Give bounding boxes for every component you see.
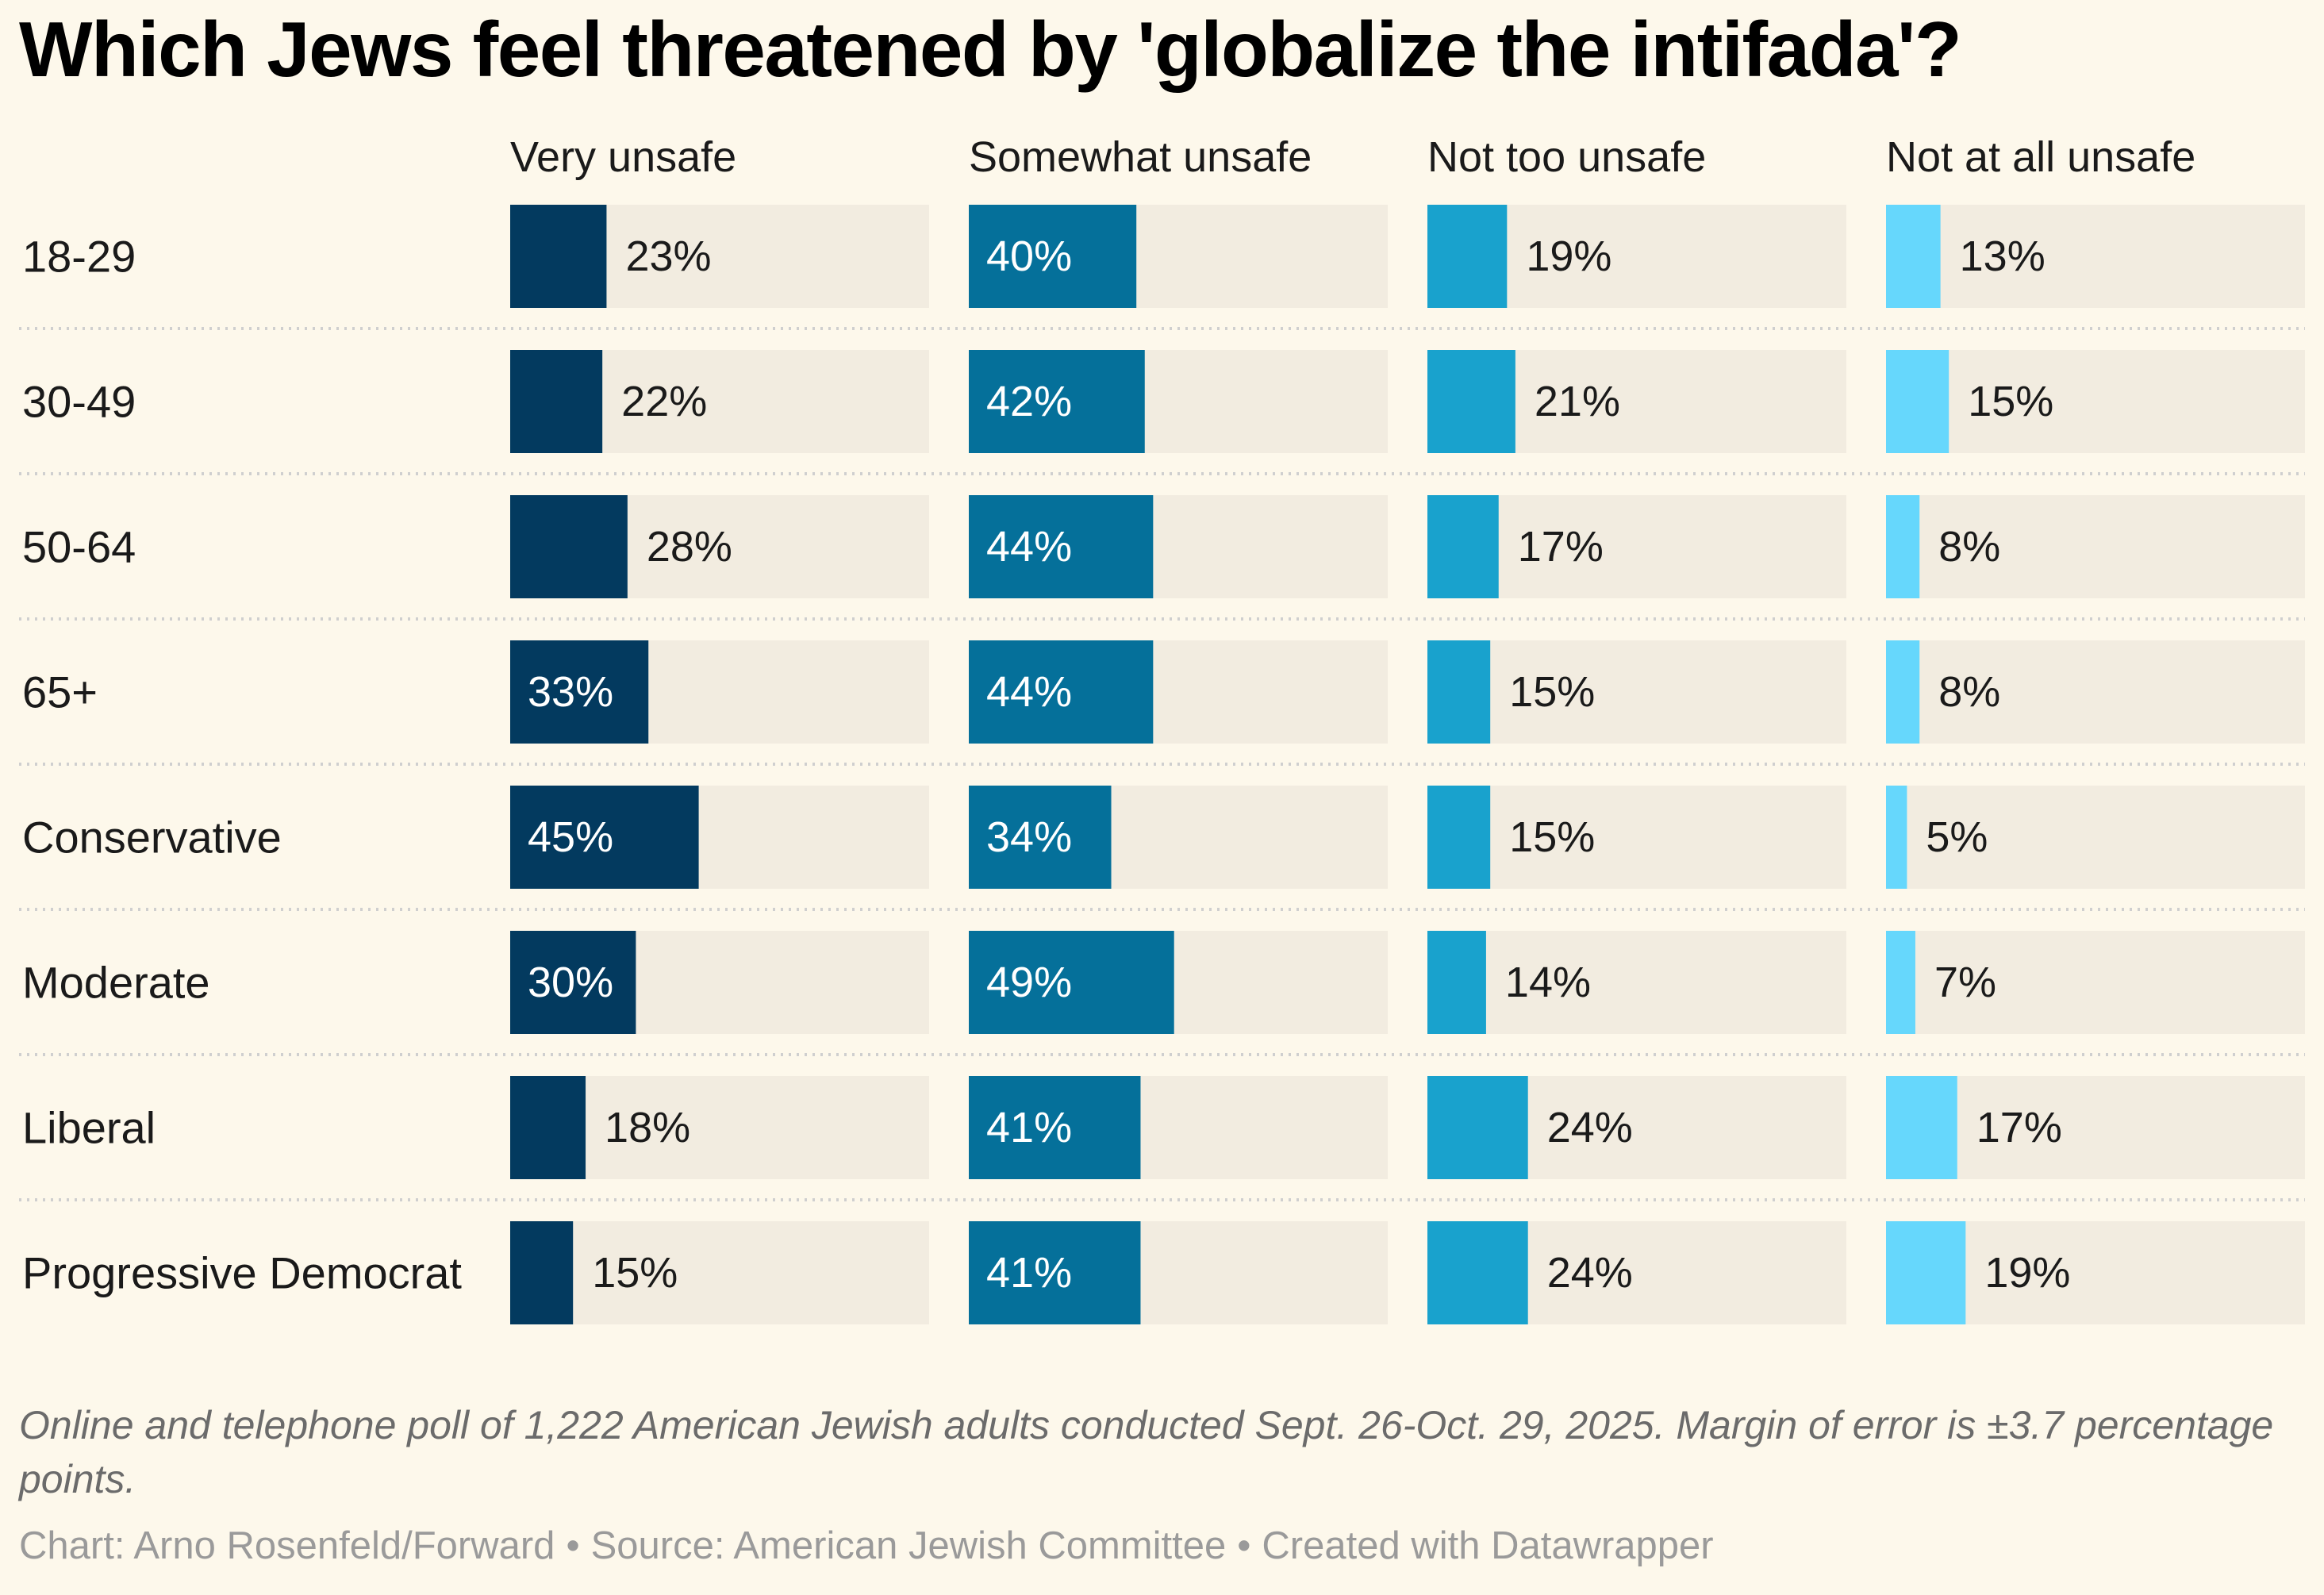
bar-track — [1886, 931, 2305, 1034]
value-label-very-unsafe-progressive-democrat: 15% — [592, 1249, 678, 1297]
value-label-somewhat-unsafe-liberal: 41% — [986, 1104, 1072, 1151]
bar-not-too-unsafe-65 — [1427, 640, 1491, 744]
row-label-50-64: 50-64 — [22, 522, 136, 572]
bar-somewhat-unsafe-progressive-democrat — [969, 1221, 1141, 1324]
bar-very-unsafe-50-64 — [510, 495, 628, 598]
bar-not-too-unsafe-50-64 — [1427, 495, 1499, 598]
credit-tool: Created with Datawrapper — [1262, 1524, 1714, 1567]
row-label-30-49: 30-49 — [22, 377, 136, 427]
bar-not-at-all-unsafe-liberal — [1886, 1076, 1957, 1179]
value-label-very-unsafe-moderate: 30% — [528, 959, 613, 1006]
bar-track — [1886, 205, 2305, 308]
value-label-not-too-unsafe-liberal: 24% — [1547, 1104, 1633, 1151]
bar-somewhat-unsafe-30-49 — [969, 350, 1145, 453]
chart-grid: Very unsafe Somewhat unsafe Not too unsafe… — [19, 133, 2305, 1324]
bar-somewhat-unsafe-moderate — [969, 931, 1174, 1034]
bar-very-unsafe-65 — [510, 640, 649, 744]
bar-track — [1427, 640, 1846, 744]
credit-separator: • — [566, 1524, 580, 1567]
value-label-not-at-all-unsafe-50-64: 8% — [1938, 523, 2000, 571]
column-header-somewhat-unsafe: Somewhat unsafe — [969, 133, 1312, 181]
value-label-somewhat-unsafe-50-64: 44% — [986, 523, 1072, 571]
bar-not-at-all-unsafe-30-49 — [1886, 350, 1949, 453]
value-label-not-too-unsafe-30-49: 21% — [1535, 378, 1620, 425]
chart-title: Which Jews feel threatened by 'globalize… — [19, 6, 1962, 93]
column-header-not-at-all-unsafe: Not at all unsafe — [1886, 133, 2195, 181]
row-label-progressive-democrat: Progressive Democrat — [22, 1248, 462, 1298]
value-label-not-too-unsafe-65: 15% — [1509, 668, 1595, 716]
bar-very-unsafe-moderate — [510, 931, 636, 1034]
value-label-somewhat-unsafe-18-29: 40% — [986, 233, 1072, 280]
value-label-very-unsafe-65: 33% — [528, 668, 613, 716]
bar-somewhat-unsafe-18-29 — [969, 205, 1137, 308]
bar-very-unsafe-conservative — [510, 786, 699, 889]
column-header-very-unsafe: Very unsafe — [510, 133, 736, 181]
value-label-not-too-unsafe-moderate: 14% — [1505, 959, 1591, 1006]
bar-not-at-all-unsafe-65 — [1886, 640, 1920, 744]
bar-not-too-unsafe-18-29 — [1427, 205, 1508, 308]
bar-not-too-unsafe-conservative — [1427, 786, 1491, 889]
bar-somewhat-unsafe-50-64 — [969, 495, 1154, 598]
value-label-not-too-unsafe-conservative: 15% — [1509, 813, 1595, 861]
bar-somewhat-unsafe-conservative — [969, 786, 1112, 889]
chart-credits: Chart: Arno Rosenfeld/Forward • Source: Am… — [19, 1524, 1714, 1568]
value-label-somewhat-unsafe-progressive-democrat: 41% — [986, 1249, 1072, 1297]
bar-not-at-all-unsafe-moderate — [1886, 931, 1915, 1034]
bar-very-unsafe-30-49 — [510, 350, 603, 453]
bar-not-too-unsafe-moderate — [1427, 931, 1486, 1034]
bar-track — [1886, 495, 2305, 598]
value-label-not-too-unsafe-18-29: 19% — [1526, 233, 1611, 280]
bar-track — [1427, 786, 1846, 889]
row-label-18-29: 18-29 — [22, 232, 136, 282]
value-label-very-unsafe-liberal: 18% — [605, 1104, 690, 1151]
bar-not-at-all-unsafe-18-29 — [1886, 205, 1941, 308]
bar-track — [1427, 931, 1846, 1034]
value-label-very-unsafe-18-29: 23% — [625, 233, 711, 280]
bar-track — [510, 1221, 929, 1324]
bar-somewhat-unsafe-65 — [969, 640, 1154, 744]
value-label-not-at-all-unsafe-moderate: 7% — [1934, 959, 1996, 1006]
value-label-not-at-all-unsafe-liberal: 17% — [1976, 1104, 2062, 1151]
value-label-somewhat-unsafe-moderate: 49% — [986, 959, 1072, 1006]
value-label-very-unsafe-conservative: 45% — [528, 813, 613, 861]
value-label-not-at-all-unsafe-18-29: 13% — [1960, 233, 2046, 280]
row-label-65: 65+ — [22, 667, 98, 717]
bar-not-at-all-unsafe-50-64 — [1886, 495, 1920, 598]
bar-somewhat-unsafe-liberal — [969, 1076, 1141, 1179]
bar-not-too-unsafe-progressive-democrat — [1427, 1221, 1528, 1324]
chart-notes: Online and telephone poll of 1,222 Ameri… — [19, 1403, 2274, 1501]
value-label-not-too-unsafe-50-64: 17% — [1518, 523, 1604, 571]
row-label-conservative: Conservative — [22, 813, 282, 863]
bar-track — [1886, 640, 2305, 744]
bar-very-unsafe-progressive-democrat — [510, 1221, 574, 1324]
value-label-not-at-all-unsafe-30-49: 15% — [1968, 378, 2053, 425]
column-header-not-too-unsafe: Not too unsafe — [1427, 133, 1706, 181]
bar-very-unsafe-liberal — [510, 1076, 586, 1179]
value-label-very-unsafe-30-49: 22% — [621, 378, 707, 425]
bar-track — [1886, 350, 2305, 453]
value-label-not-at-all-unsafe-65: 8% — [1938, 668, 2000, 716]
row-label-moderate: Moderate — [22, 958, 210, 1008]
value-label-not-too-unsafe-progressive-democrat: 24% — [1547, 1249, 1633, 1297]
value-label-very-unsafe-50-64: 28% — [647, 523, 732, 571]
credit-separator: • — [1237, 1524, 1251, 1567]
value-label-not-at-all-unsafe-progressive-democrat: 19% — [1984, 1249, 2070, 1297]
value-label-not-at-all-unsafe-conservative: 5% — [1926, 813, 1988, 861]
bar-not-at-all-unsafe-conservative — [1886, 786, 1907, 889]
value-label-somewhat-unsafe-conservative: 34% — [986, 813, 1072, 861]
row-label-liberal: Liberal — [22, 1103, 156, 1153]
bar-not-too-unsafe-liberal — [1427, 1076, 1528, 1179]
bar-not-too-unsafe-30-49 — [1427, 350, 1515, 453]
value-label-somewhat-unsafe-65: 44% — [986, 668, 1072, 716]
bar-track — [1886, 786, 2305, 889]
bar-not-at-all-unsafe-progressive-democrat — [1886, 1221, 1966, 1324]
credit-source: Source: American Jewish Committee — [590, 1524, 1227, 1567]
credit-author: Chart: Arno Rosenfeld/Forward — [19, 1524, 555, 1567]
value-label-somewhat-unsafe-30-49: 42% — [986, 378, 1072, 425]
bar-very-unsafe-18-29 — [510, 205, 607, 308]
